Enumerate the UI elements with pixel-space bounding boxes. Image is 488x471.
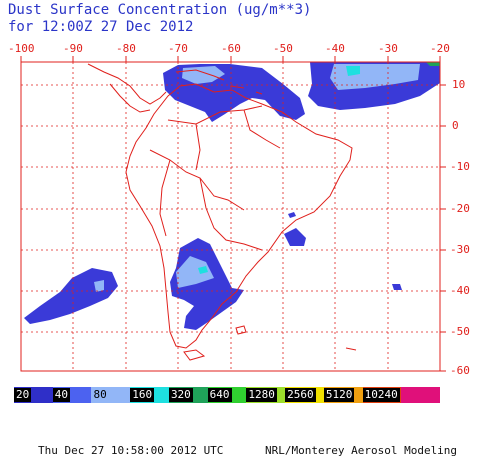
legend-swatch: 640 [207,387,247,403]
legend-swatch: 5120 [323,387,363,403]
map-title: Dust Surface Concentration (ug/m**3) [8,2,312,18]
legend-swatch: 80 [91,387,131,403]
lon-label: -20 [430,42,450,55]
dust-plumes [24,62,440,330]
lon-label: -60 [221,42,241,55]
legend-swatch [401,387,441,403]
dust-speck-1 [288,212,296,218]
dust-speck-2 [392,284,402,290]
timestamp: Thu Dec 27 10:58:00 2012 UTC [38,444,224,457]
legend-label: 2560 [285,388,316,402]
lon-label: -70 [168,42,188,55]
lon-label: -50 [273,42,293,55]
legend-swatch: 20 [14,387,53,403]
legend-swatch: 2560 [285,387,324,403]
dust-plume-argentina-peak [198,266,208,274]
lon-label: -100 [8,42,35,55]
lon-label: -40 [325,42,345,55]
map-subtitle: for 12:00Z 27 Dec 2012 [8,19,194,35]
legend-label: 640 [207,388,232,402]
lat-label: -50 [450,325,470,338]
lon-label: -30 [378,42,398,55]
legend-label: 160 [130,388,155,402]
lat-label: -30 [450,243,470,256]
border-5 [195,123,201,171]
legend-swatch: 40 [52,387,92,403]
border-6 [243,109,281,149]
legend-label: 10240 [362,388,400,402]
lat-label: -10 [450,160,470,173]
graticule [20,56,446,372]
dust-plume-argentina-core [176,256,214,288]
falklands [235,325,247,335]
lat-label: 10 [452,78,466,91]
caribbean-islands [175,69,263,95]
tierra-del-fuego [183,349,206,361]
border-4 [159,159,171,237]
lat-label: -40 [450,284,470,297]
border-1 [167,105,263,125]
lon-label: -80 [116,42,136,55]
dust-plume-atlantic-peak [346,66,360,76]
lon-label: -90 [63,42,83,55]
legend-swatch: 10240 [362,387,402,403]
legend-label: 320 [168,388,193,402]
top-ticks [20,56,441,62]
south-georgia [345,347,357,351]
legend-label: 40 [52,388,70,402]
dust-plume-pacific-core [94,280,104,292]
color-legend: 20 40 80 160 320 640 1280 2560 5120 10240 [14,387,441,403]
border-3 [199,177,263,251]
legend-swatch: 160 [130,387,169,403]
legend-label: 20 [14,388,32,402]
right-ticks [440,84,446,372]
dust-plume-uruguay [284,228,306,246]
south-america-coast [125,83,353,349]
coastlines [87,63,357,361]
lat-label: -20 [450,202,470,215]
legend-label: 80 [91,388,109,402]
central-america-coast [87,63,167,105]
legend-label: 5120 [323,388,355,402]
dust-plume-atlantic-green [426,62,440,66]
credit-text: NRL/Monterey Aerosol Modeling [265,444,458,457]
dust-plume-pacific [24,268,118,324]
lat-label: 0 [452,119,459,132]
legend-swatch: 1280 [246,387,286,403]
legend-swatch: 320 [168,387,208,403]
central-america-coast-2 [109,83,151,113]
lat-label: -60 [450,364,470,377]
legend-label: 1280 [246,388,277,402]
